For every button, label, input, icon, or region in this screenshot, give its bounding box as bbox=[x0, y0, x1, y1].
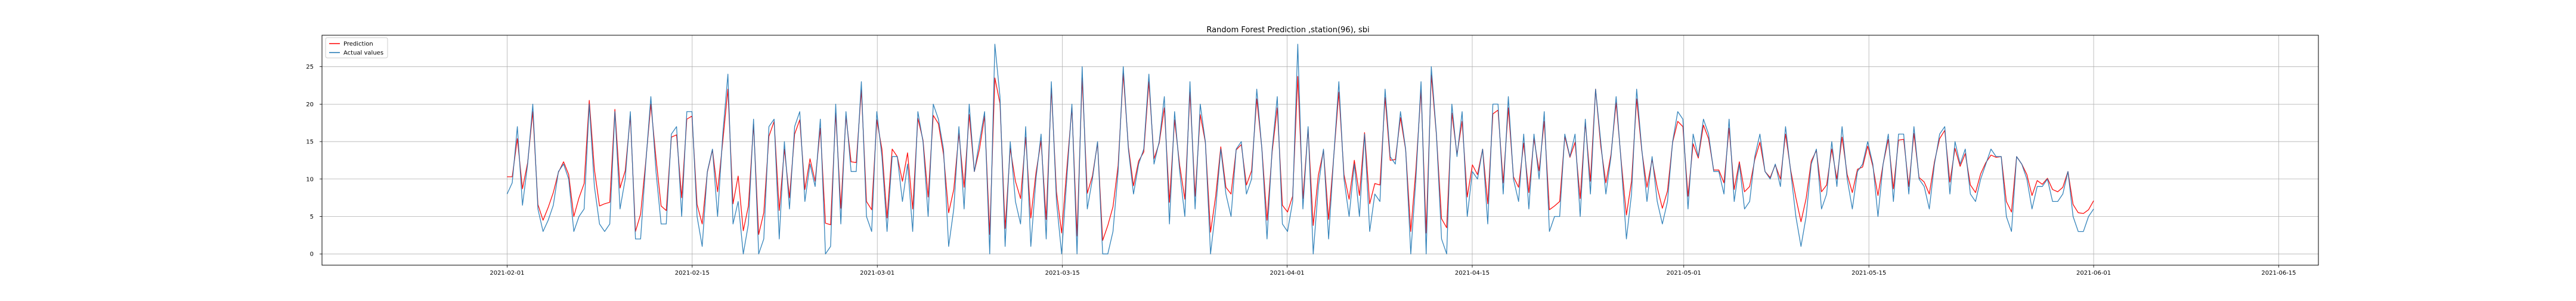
legend-label: Actual values bbox=[343, 50, 383, 57]
x-tick-label: 2021-06-01 bbox=[2076, 270, 2111, 277]
x-tick-label: 2021-06-15 bbox=[2261, 270, 2296, 277]
chart-title: Random Forest Prediction ,station(96), s… bbox=[1206, 26, 1369, 35]
y-tick-label: 20 bbox=[306, 102, 314, 108]
legend-label: Prediction bbox=[343, 41, 373, 48]
x-tick-label: 2021-04-15 bbox=[1455, 270, 1490, 277]
legend: Prediction Actual values bbox=[325, 37, 388, 59]
grid bbox=[322, 35, 2318, 265]
legend-box bbox=[325, 37, 388, 59]
plot-series bbox=[506, 44, 2094, 254]
x-tick-label: 2021-04-01 bbox=[1270, 270, 1305, 277]
y-tick-label: 15 bbox=[306, 139, 314, 146]
y-tick-label: 10 bbox=[306, 176, 314, 183]
x-tick-label: 2021-02-15 bbox=[675, 270, 710, 277]
series-line-actual-values bbox=[506, 44, 2094, 254]
x-tick-label: 2021-02-01 bbox=[490, 270, 524, 277]
y-tick-label: 5 bbox=[310, 214, 314, 220]
x-tick-label: 2021-05-01 bbox=[1667, 270, 1701, 277]
y-tick-label: 0 bbox=[310, 251, 314, 258]
y-tick-label: 25 bbox=[306, 64, 314, 70]
x-tick-label: 2021-03-15 bbox=[1045, 270, 1080, 277]
axes-ticks: 2021-02-01 2021-02-15 2021-03-01 2021-03-15… bbox=[306, 64, 2296, 277]
x-tick-label: 2021-03-01 bbox=[860, 270, 894, 277]
plot-frame bbox=[321, 35, 2319, 266]
x-tick-label: 2021-05-15 bbox=[1852, 270, 1886, 277]
